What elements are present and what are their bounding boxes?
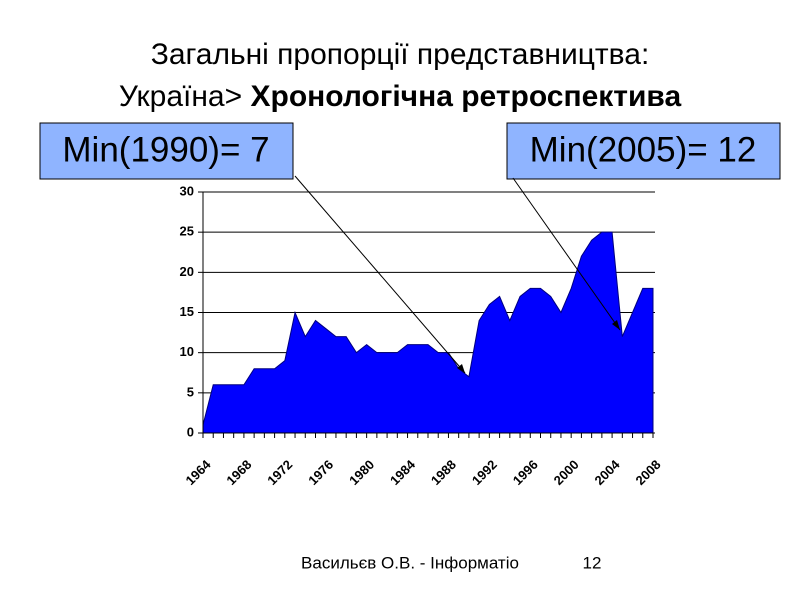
y-tick-label: 10 [180, 344, 194, 359]
arrow-head [457, 364, 465, 373]
y-tick-label: 25 [180, 224, 194, 239]
x-tick-label: 1980 [346, 457, 377, 488]
footer-author: Васильєв О.В. - Інформатіо [301, 553, 519, 572]
x-tick-label: 2004 [592, 456, 624, 488]
footer-page: 12 [583, 553, 602, 572]
callout-arrow [294, 175, 466, 374]
callout-box [506, 122, 781, 180]
callout-text: Min(2005)= 12 [530, 130, 757, 169]
x-tick-label: 1968 [223, 457, 254, 488]
title-line: Україна> Хронологічна ретроспектива [119, 80, 682, 113]
x-tick-label: 1972 [264, 457, 295, 488]
callout-box [39, 122, 294, 180]
title-bold: Хронологічна ретроспектива [250, 80, 681, 113]
y-tick-label: 30 [180, 183, 194, 198]
x-tick-label: 1988 [428, 457, 459, 488]
x-tick-label: 1996 [510, 457, 541, 488]
x-tick-label: 1984 [387, 456, 419, 488]
callout-arrow [512, 177, 621, 331]
area [202, 231, 654, 434]
x-tick-label: 2008 [632, 457, 663, 488]
arrow-head [612, 320, 620, 330]
x-tick-label: 1964 [182, 456, 214, 488]
y-tick-label: 5 [187, 384, 194, 399]
plot: 0 5 10 15 20 25 30 1964 1968 1972 1976 1980 1984 1988… [180, 183, 664, 488]
y-tick-label: 0 [187, 424, 194, 439]
x-tick-label: 1992 [469, 457, 500, 488]
y-tick-label: 15 [180, 304, 194, 319]
x-tick-label: 1976 [305, 457, 336, 488]
x-tick-label: 2000 [551, 457, 582, 488]
y-tick-label: 20 [180, 264, 194, 279]
callout-text: Min(1990)= 7 [62, 130, 269, 169]
title-prefix: Україна> [119, 80, 242, 113]
title-line: Загальні пропорції представництва: [151, 38, 650, 71]
